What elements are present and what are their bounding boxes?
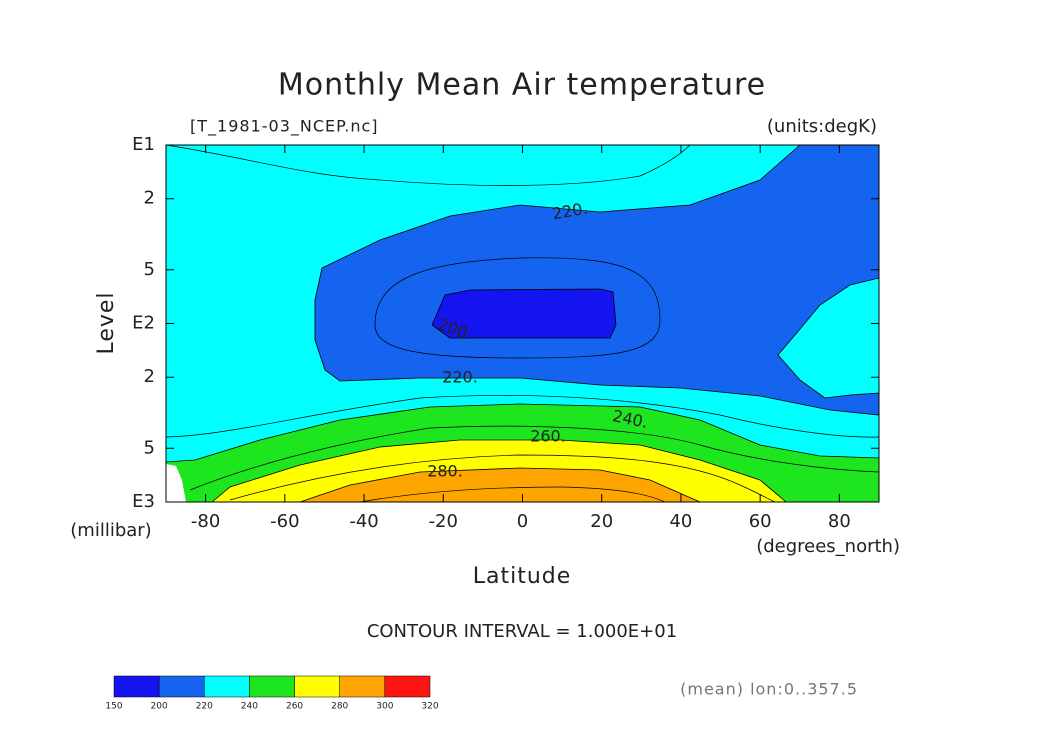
x-tick-label: -40 (349, 511, 378, 532)
footnote: (mean) lon:0..357.5 (680, 680, 858, 699)
colorbar-swatch (294, 675, 340, 698)
colorbar-label: 280 (331, 702, 348, 712)
colorbar-label: 300 (376, 702, 393, 712)
contour-line (229, 454, 776, 503)
subtitle: [T_1981-03_NCEP.nc] (190, 117, 379, 137)
x-unit-label: (degrees_north) (756, 536, 900, 557)
contour-line (165, 395, 880, 438)
colorbar-swatch (204, 675, 250, 698)
contour-label: 260. (530, 427, 566, 446)
x-tick-label: -60 (270, 511, 299, 532)
y-tick-label: 5 (144, 437, 155, 458)
contour-line (189, 425, 880, 491)
colorbar-label: 320 (421, 702, 438, 712)
y-tick-label: E3 (132, 491, 155, 512)
y-tick-label: 2 (144, 188, 155, 209)
y-tick-label: 5 (144, 259, 155, 280)
x-tick-label: 60 (749, 511, 772, 532)
x-tick-label: -20 (429, 511, 458, 532)
colorbar-swatch (113, 675, 160, 698)
y-unit-label: (millibar) (70, 520, 151, 541)
x-tick-label: 40 (669, 511, 692, 532)
y-tick-label: E1 (132, 134, 155, 155)
contour-fill (431, 288, 617, 339)
units-label: (units:degK) (767, 116, 877, 137)
contour-label: 220. (442, 368, 478, 387)
contour-fill (777, 277, 880, 399)
colorbar-swatch (158, 675, 205, 698)
contour-line (359, 486, 666, 503)
x-axis-label: Latitude (473, 564, 572, 589)
contour-interval: CONTOUR INTERVAL = 1.000E+01 (367, 621, 677, 642)
chart-title: Monthly Mean Air temperature (278, 68, 766, 103)
colorbar-swatch (339, 675, 386, 698)
colorbar-label: 260 (286, 702, 303, 712)
colorbar-label: 220 (196, 702, 213, 712)
y-tick-label: 2 (144, 366, 155, 387)
y-tick-label: E2 (132, 313, 155, 334)
contour-line (165, 144, 691, 186)
colorbar-swatch (384, 675, 431, 698)
contour-label: 280. (427, 462, 463, 481)
colorbar-label: 150 (105, 702, 122, 712)
x-tick-label: 20 (590, 511, 613, 532)
colorbar-swatch (249, 675, 295, 698)
contour-line (374, 257, 661, 359)
contour-fill (299, 467, 701, 503)
x-tick-label: 0 (517, 511, 528, 532)
y-axis-label: Level (94, 291, 119, 354)
colorbar-label: 240 (241, 702, 258, 712)
missing-data (166, 464, 186, 502)
colorbar-label: 200 (151, 702, 168, 712)
x-tick-label: -80 (191, 511, 220, 532)
x-tick-label: 80 (828, 511, 851, 532)
